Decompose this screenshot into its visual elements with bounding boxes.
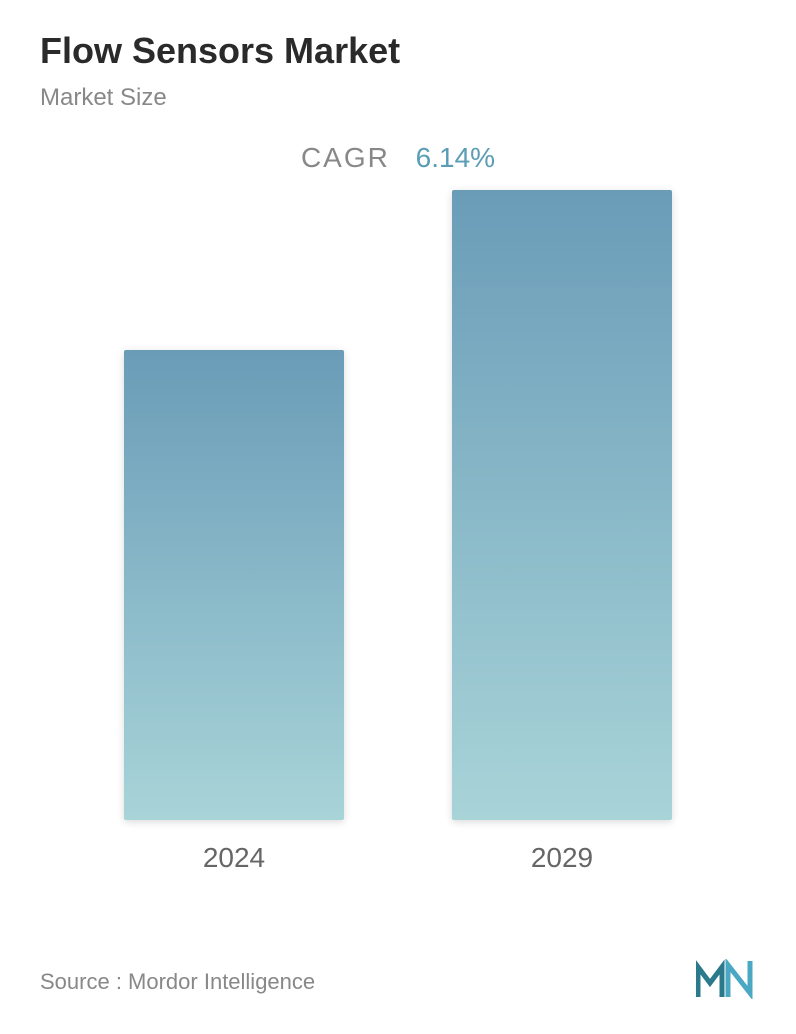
- bar-group-2029: 2029: [432, 190, 692, 874]
- chart-title: Flow Sensors Market: [40, 30, 756, 72]
- bar-group-2024: 2024: [104, 350, 364, 874]
- footer: Source : Mordor Intelligence: [40, 959, 756, 1004]
- mordor-logo-icon: [696, 959, 756, 1004]
- bar-label-2029: 2029: [531, 842, 593, 874]
- cagr-value: 6.14%: [416, 142, 495, 173]
- cagr-label: CAGR: [301, 142, 390, 173]
- bar-2029: [452, 190, 672, 820]
- chart-subtitle: Market Size: [40, 84, 756, 112]
- bar-chart: 2024 2029: [40, 214, 756, 874]
- cagr-row: CAGR 6.14%: [40, 142, 756, 174]
- bar-2024: [124, 350, 344, 820]
- source-text: Source : Mordor Intelligence: [40, 969, 315, 995]
- bar-label-2024: 2024: [203, 842, 265, 874]
